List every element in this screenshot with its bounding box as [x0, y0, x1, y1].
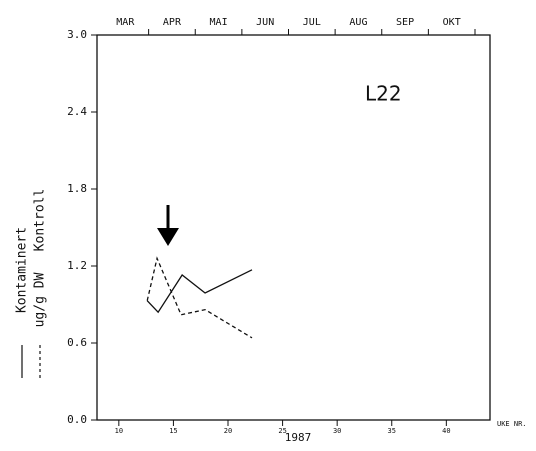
annotation: L22	[365, 82, 402, 106]
top-label: MAR	[116, 17, 135, 28]
x-tick-label: 40	[442, 427, 450, 435]
series-line	[146, 269, 253, 314]
top-label: MAI	[210, 17, 228, 28]
y-tick-label: 1.8	[67, 182, 87, 195]
top-label: JUL	[303, 17, 321, 28]
x-tick-label: 10	[115, 427, 123, 435]
y-tick-label: 1.2	[67, 259, 87, 272]
series-line	[146, 256, 253, 339]
x-unit-label: UKE NR.	[497, 420, 527, 428]
plot-frame	[96, 34, 491, 421]
top-label: APR	[163, 17, 182, 28]
x-tick-label: 35	[388, 427, 396, 435]
top-label: AUG	[349, 17, 367, 28]
y-axis-label: ug/g DW	[33, 272, 48, 327]
legend-label: Kontroll	[33, 189, 48, 252]
legend-label: Kontaminert	[15, 227, 30, 313]
x-tick-label: 25	[278, 427, 286, 435]
x-tick-label: 20	[224, 427, 232, 435]
top-label: OKT	[443, 17, 461, 28]
y-tick-label: 3.0	[67, 28, 87, 41]
top-label: JUN	[256, 17, 274, 28]
y-tick-label: 2.4	[67, 105, 87, 118]
x-tick-label: 30	[333, 427, 341, 435]
arrow-head	[157, 228, 179, 246]
top-label: SEP	[396, 17, 414, 28]
x-tick-label: 15	[169, 427, 177, 435]
y-tick-label: 0.0	[67, 413, 87, 426]
x-axis-label: 1987	[285, 431, 312, 444]
y-tick-label: 0.6	[67, 336, 87, 349]
